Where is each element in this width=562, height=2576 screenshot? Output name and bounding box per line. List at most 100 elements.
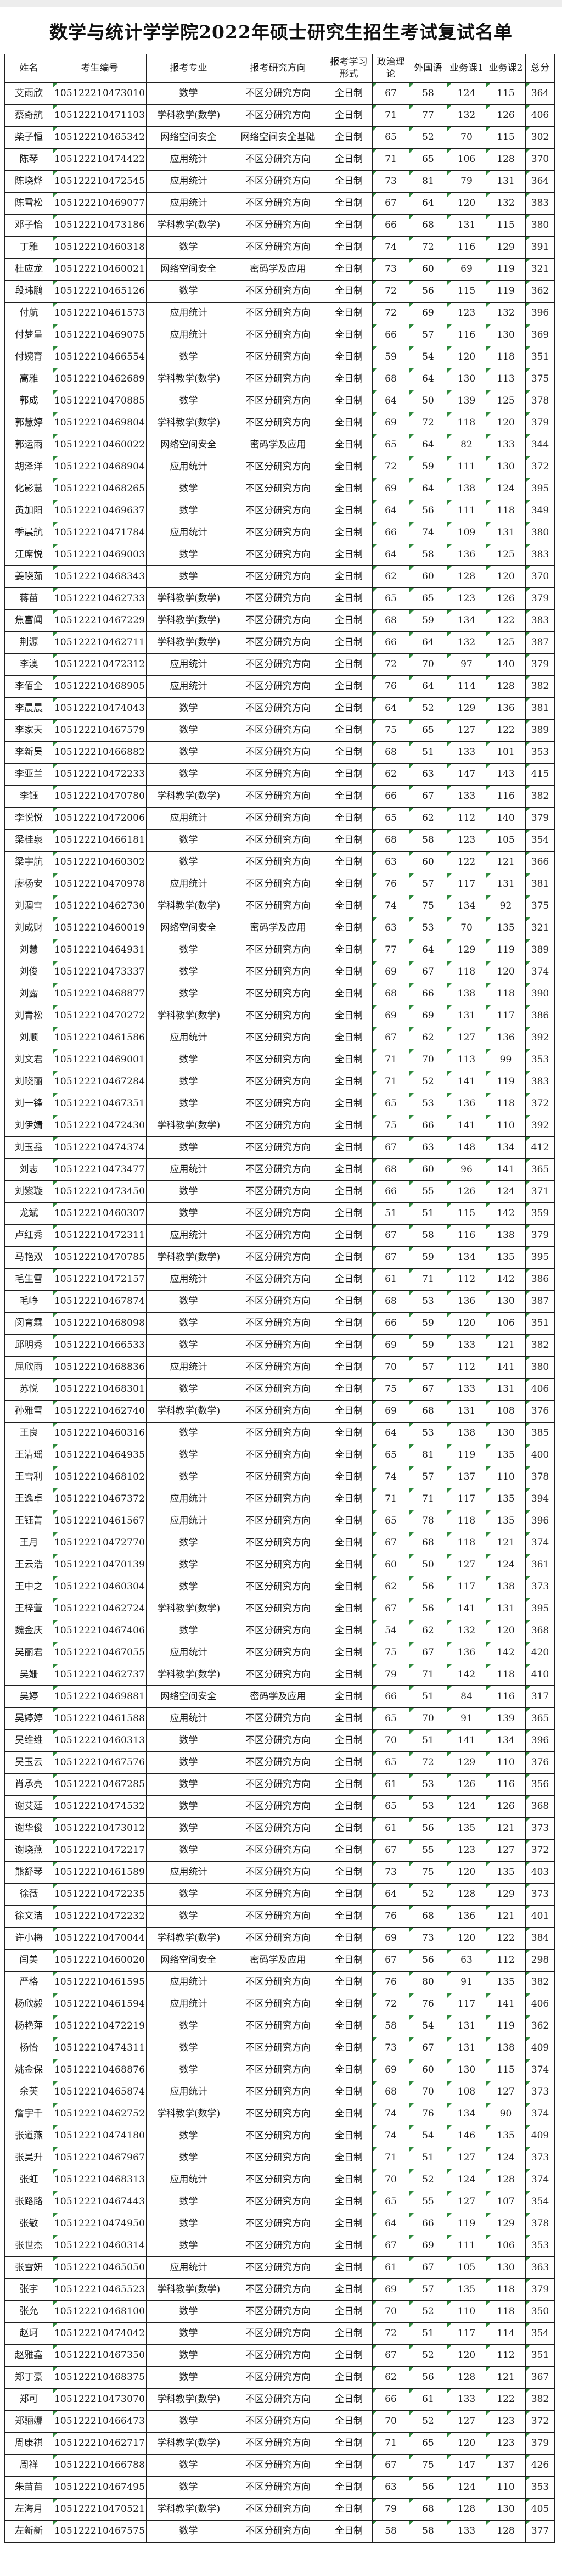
excel-flag-triangle bbox=[53, 1774, 58, 1778]
excel-flag-triangle bbox=[486, 1203, 491, 1207]
excel-flag-triangle bbox=[53, 698, 58, 702]
excel-flag-triangle bbox=[526, 2059, 530, 2064]
cell-foreign-language-score: 70 bbox=[409, 1049, 447, 1071]
excel-flag-triangle bbox=[53, 303, 58, 307]
cell-total-score: 376 bbox=[525, 1400, 555, 1423]
cell-candidate-number: 105122210468877 bbox=[53, 983, 147, 1005]
table-row: 李新昊 105122210466882 数学 不区分研究方向 全日制 68 51… bbox=[4, 741, 555, 764]
cell-course2-score: 118 bbox=[486, 2278, 526, 2301]
cell-name: 周康祺 bbox=[4, 2432, 53, 2455]
cell-foreign-language-score: 69 bbox=[409, 1005, 447, 1027]
cell-major: 学科教学(数学) bbox=[146, 368, 231, 390]
cell-name: 严格 bbox=[4, 1971, 53, 1993]
excel-flag-triangle bbox=[447, 2477, 452, 2481]
cell-politics-score: 73 bbox=[372, 258, 409, 281]
cell-name: 李佰全 bbox=[4, 675, 53, 698]
cell-study-form: 全日制 bbox=[325, 390, 373, 412]
cell-candidate-number: 105122210460019 bbox=[53, 917, 147, 939]
excel-flag-triangle bbox=[447, 1620, 452, 1625]
cell-total-score: 379 bbox=[525, 807, 555, 830]
cell-foreign-language-score: 52 bbox=[409, 2410, 447, 2433]
table-row: 周祥 105122210466788 数学 不区分研究方向 全日制 67 75 … bbox=[4, 2454, 555, 2477]
cell-major: 数学 bbox=[146, 2235, 231, 2257]
cell-foreign-language-score: 64 bbox=[409, 478, 447, 500]
cell-name: 周祥 bbox=[4, 2454, 53, 2477]
excel-flag-triangle bbox=[486, 2037, 491, 2042]
table-row: 詹宇千 105122210462752 学科教学(数学) 不区分研究方向 全日制… bbox=[4, 2103, 555, 2125]
cell-course1-score: 134 bbox=[447, 1246, 486, 1269]
excel-flag-triangle bbox=[486, 852, 491, 856]
excel-flag-triangle bbox=[373, 2191, 377, 2196]
cell-research-direction: 不区分研究方向 bbox=[231, 148, 325, 171]
excel-flag-triangle bbox=[486, 544, 491, 548]
table-row: 王中之 105122210460304 数学 不区分研究方向 全日制 62 56… bbox=[4, 1576, 555, 1598]
excel-flag-triangle bbox=[447, 1357, 452, 1361]
cell-course2-score: 120 bbox=[486, 412, 526, 434]
excel-flag-triangle bbox=[526, 281, 530, 285]
excel-flag-triangle bbox=[53, 281, 58, 285]
cell-course2-score: 125 bbox=[486, 544, 526, 566]
table-row: 左新新 105122210467575 数学 不区分研究方向 全日制 58 58… bbox=[4, 2520, 555, 2543]
excel-flag-triangle bbox=[447, 1598, 452, 1603]
cell-course1-score: 130 bbox=[447, 368, 486, 390]
cell-research-direction: 不区分研究方向 bbox=[231, 939, 325, 961]
excel-flag-triangle bbox=[486, 2257, 491, 2261]
cell-study-form: 全日制 bbox=[325, 2344, 373, 2367]
cell-name: 王雪利 bbox=[4, 1466, 53, 1488]
cell-politics-score: 67 bbox=[372, 1136, 409, 1159]
cell-foreign-language-score: 60 bbox=[409, 851, 447, 873]
excel-flag-triangle bbox=[409, 1752, 414, 1756]
cell-politics-score: 66 bbox=[372, 324, 409, 346]
excel-flag-triangle bbox=[53, 237, 58, 241]
cell-study-form: 全日制 bbox=[325, 675, 373, 698]
excel-flag-triangle bbox=[447, 456, 452, 461]
cell-name: 刘顺 bbox=[4, 1027, 53, 1049]
cell-politics-score: 67 bbox=[372, 1598, 409, 1620]
cell-research-direction: 不区分研究方向 bbox=[231, 1158, 325, 1181]
cell-course1-score: 134 bbox=[447, 2103, 486, 2125]
excel-flag-triangle bbox=[53, 1642, 58, 1647]
cell-total-score: 378 bbox=[525, 2213, 555, 2235]
excel-flag-triangle bbox=[373, 346, 377, 351]
excel-flag-triangle bbox=[486, 346, 491, 351]
cell-politics-score: 66 bbox=[372, 214, 409, 237]
cell-research-direction: 不区分研究方向 bbox=[231, 1049, 325, 1071]
cell-candidate-number: 105122210468265 bbox=[53, 478, 147, 500]
cell-course2-score: 130 bbox=[486, 1290, 526, 1313]
cell-candidate-number: 105122210465050 bbox=[53, 2256, 147, 2279]
cell-total-score: 406 bbox=[525, 104, 555, 127]
cell-politics-score: 68 bbox=[372, 1290, 409, 1313]
cell-politics-score: 71 bbox=[372, 2147, 409, 2169]
cell-name: 余芙 bbox=[4, 2081, 53, 2103]
cell-foreign-language-score: 76 bbox=[409, 2103, 447, 2125]
cell-course1-score: 123 bbox=[447, 587, 486, 610]
excel-flag-triangle bbox=[447, 1686, 452, 1690]
excel-flag-triangle bbox=[53, 105, 58, 109]
cell-course1-score: 112 bbox=[447, 807, 486, 830]
cell-major: 数学 bbox=[146, 1334, 231, 1357]
cell-study-form: 全日制 bbox=[325, 2476, 373, 2499]
cell-foreign-language-score: 64 bbox=[409, 939, 447, 961]
cell-politics-score: 72 bbox=[372, 653, 409, 676]
excel-flag-triangle bbox=[486, 2103, 491, 2108]
cell-research-direction: 不区分研究方向 bbox=[231, 2278, 325, 2301]
excel-flag-triangle bbox=[447, 1730, 452, 1734]
excel-flag-triangle bbox=[409, 2147, 414, 2152]
cell-major: 应用统计 bbox=[146, 653, 231, 676]
cell-major: 学科教学(数学) bbox=[146, 1400, 231, 1423]
table-row: 谢晓燕 105122210472217 数学 不区分研究方向 全日制 67 55… bbox=[4, 1839, 555, 1862]
excel-flag-triangle bbox=[373, 786, 377, 790]
excel-flag-triangle bbox=[409, 1708, 414, 1712]
cell-course1-score: 112 bbox=[447, 1268, 486, 1291]
excel-flag-triangle bbox=[526, 2169, 530, 2174]
cell-study-form: 全日制 bbox=[325, 2147, 373, 2169]
excel-flag-triangle bbox=[409, 1488, 414, 1493]
cell-foreign-language-score: 53 bbox=[409, 1773, 447, 1796]
cell-foreign-language-score: 64 bbox=[409, 675, 447, 698]
cell-total-score: 359 bbox=[525, 1202, 555, 1225]
excel-flag-triangle bbox=[53, 2323, 58, 2327]
cell-candidate-number: 105122210467406 bbox=[53, 1620, 147, 1642]
cell-candidate-number: 105122210467285 bbox=[53, 1773, 147, 1796]
cell-foreign-language-score: 74 bbox=[409, 522, 447, 544]
cell-course2-score: 112 bbox=[486, 1949, 526, 1972]
